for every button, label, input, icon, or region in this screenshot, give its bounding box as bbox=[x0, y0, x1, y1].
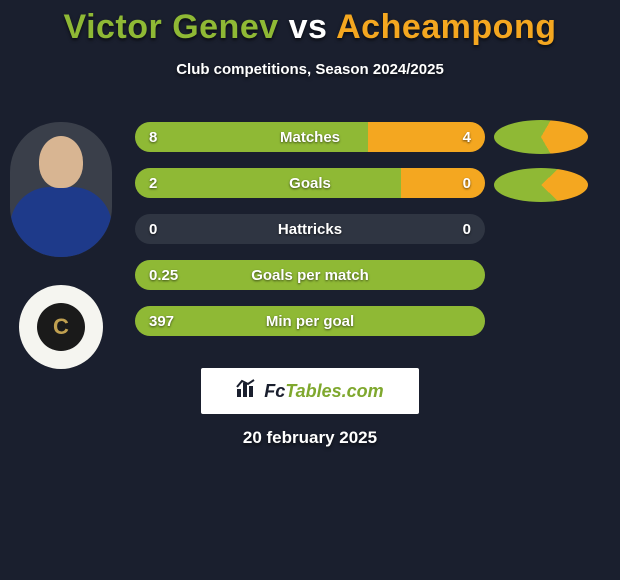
badge-inner: C bbox=[37, 303, 85, 351]
stat-row: 0.25Goals per match bbox=[135, 260, 485, 290]
player2-name: Acheampong bbox=[336, 8, 556, 46]
subtitle: Club competitions, Season 2024/2025 bbox=[0, 61, 620, 78]
stat-row: 00Hattricks bbox=[135, 214, 485, 244]
fctables-logo: FcTables.com bbox=[201, 368, 419, 414]
stats-bars: 84Matches 20Goals 00Hattricks 0.25Goals per… bbox=[135, 122, 485, 352]
logo-tables: Tables.com bbox=[285, 381, 383, 401]
ratio-pies bbox=[494, 120, 588, 216]
ratio-ellipse bbox=[494, 168, 588, 202]
player1-name: Victor Genev bbox=[64, 8, 279, 46]
comparison-title: Victor Genev vs Acheampong bbox=[0, 0, 620, 47]
vs-text: vs bbox=[289, 8, 328, 46]
avatar-body bbox=[10, 187, 112, 257]
stat-label: Goals bbox=[135, 168, 485, 198]
stat-row: 397Min per goal bbox=[135, 306, 485, 336]
stat-label: Hattricks bbox=[135, 214, 485, 244]
club-badge: C bbox=[10, 282, 112, 372]
logo-fc: Fc bbox=[264, 381, 285, 401]
ratio-ellipse bbox=[494, 120, 588, 154]
stat-row: 20Goals bbox=[135, 168, 485, 198]
left-portraits: C bbox=[10, 122, 112, 372]
stat-label: Goals per match bbox=[135, 260, 485, 290]
barchart-icon bbox=[236, 379, 258, 403]
stat-row: 84Matches bbox=[135, 122, 485, 152]
snapshot-date: 20 february 2025 bbox=[0, 428, 620, 448]
stat-label: Min per goal bbox=[135, 306, 485, 336]
stat-label: Matches bbox=[135, 122, 485, 152]
player-avatar bbox=[10, 122, 112, 257]
avatar-head bbox=[39, 136, 83, 188]
